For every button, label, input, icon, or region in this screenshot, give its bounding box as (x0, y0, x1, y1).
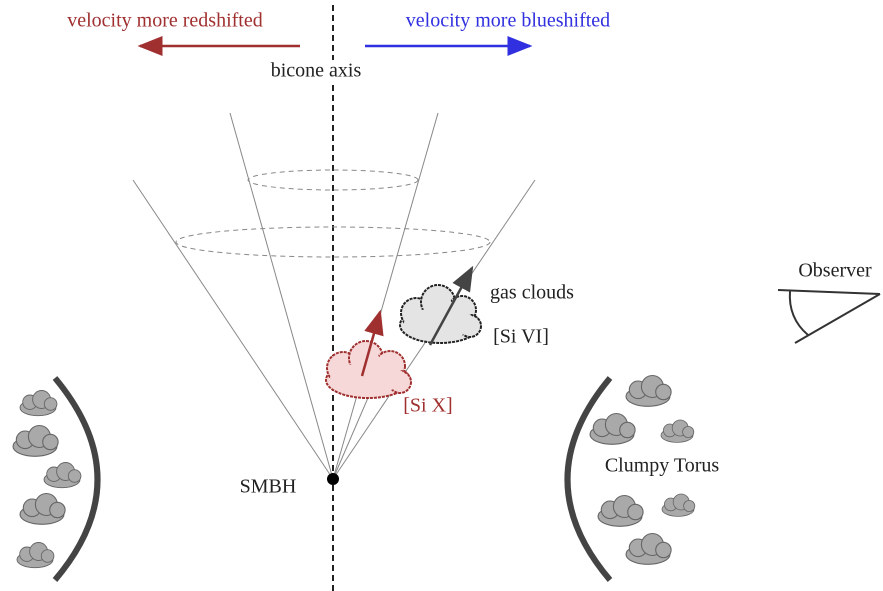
axis-label-bg (258, 60, 378, 84)
observer-eye (777, 289, 881, 344)
blueshift-label: velocity more blueshifted (406, 10, 610, 32)
si-vi-arrow (428, 265, 474, 346)
torus-label: Clumpy Torus (605, 455, 720, 477)
axis-label: bicone axis (271, 60, 362, 82)
si-vi-cloud-fill (404, 292, 476, 338)
torus-arc-right (564, 376, 613, 582)
torus-clouds-left (12, 390, 82, 569)
si-x-label: [Si X] (403, 395, 452, 417)
si-x-arrow (360, 309, 384, 377)
redshift-label: velocity more redshifted (67, 10, 263, 32)
torus-arc-left (52, 376, 101, 582)
si-x-cloud-fill (330, 348, 406, 393)
smbh-label: SMBH (240, 476, 297, 498)
observer-label: Observer (798, 260, 872, 282)
smbh-dot (327, 473, 339, 485)
gas-clouds-label: gas clouds (490, 282, 574, 304)
si-vi-label: [Si VI] (493, 326, 549, 348)
